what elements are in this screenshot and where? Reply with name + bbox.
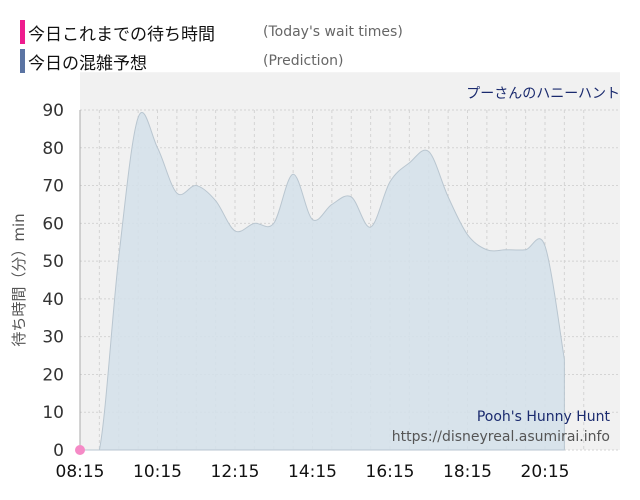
legend-item-prediction: 今日の混雑予想 (Prediction) [20,49,344,74]
y-tick-label: 60 [42,214,64,234]
prediction-area [79,112,565,451]
y-tick-label: 20 [42,365,64,385]
y-tick-label: 10 [42,403,64,423]
y-tick-label: 40 [42,290,64,310]
x-tick-label: 08:15 [56,462,105,482]
watermark-url: https://disneyreal.asumirai.info [392,429,610,445]
y-tick-label: 90 [42,101,64,121]
legend-label-ja: 今日の混雑予想 [28,53,147,74]
legend-swatch-blue [20,49,25,73]
y-tick-label: 80 [42,139,64,159]
x-tick-label: 16:15 [366,462,415,482]
actual-data-point [75,445,85,455]
watermark-name: Pooh's Hunny Hunt [477,409,611,425]
x-tick-label: 10:15 [133,462,182,482]
y-tick-label: 50 [42,252,64,272]
legend-swatch-pink [20,20,25,44]
y-tick-label: 30 [42,328,64,348]
legend-label-en: (Today's wait times) [263,24,403,40]
x-tick-label: 12:15 [211,462,260,482]
x-tick-label: 18:15 [443,462,492,482]
legend-item-actual: 今日これまでの待ち時間 (Today's wait times) [20,20,403,45]
y-tick-label: 70 [42,177,64,197]
y-axis-label: 待ち時間（分）min [10,213,28,346]
y-tick-label: 0 [53,441,64,461]
x-tick-label: 20:15 [521,462,570,482]
chart-title: プーさんのハニーハント [466,86,620,102]
legend-label-en: (Prediction) [263,53,344,69]
x-tick-label: 14:15 [288,462,337,482]
legend-label-ja: 今日これまでの待ち時間 [28,24,215,45]
